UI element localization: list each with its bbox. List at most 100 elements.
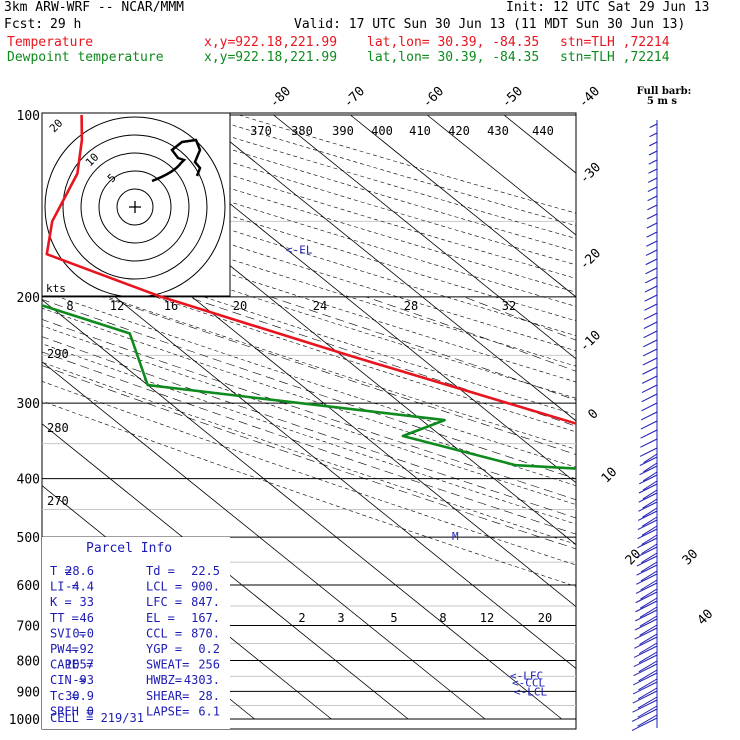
theta-label: 410 <box>409 124 431 138</box>
isotherm-line <box>658 115 740 719</box>
wind-barb <box>645 249 658 256</box>
wind-barb <box>649 123 658 129</box>
model-title: 3km ARW-WRF -- NCAR/MMM <box>4 0 185 15</box>
mixing-ratio-label: 8 <box>439 611 446 625</box>
isotherm-label: 10 <box>599 465 621 487</box>
moist-adiabat-line <box>42 299 576 480</box>
left-theta-label: 270 <box>47 494 69 508</box>
dewpoint-latlon: lat,lon= 30.39, -84.35 <box>367 50 540 65</box>
wind-barb <box>637 516 658 530</box>
wind-barb <box>637 507 658 521</box>
parcel-info-box <box>42 537 230 729</box>
temperature-xy: x,y=922.18,221.99 <box>204 35 338 50</box>
theta-label: 380 <box>291 124 313 138</box>
wind-barb <box>634 624 658 640</box>
isotherm-label: -10 <box>577 328 604 355</box>
hodograph-ring <box>116 188 154 226</box>
wind-barb <box>638 489 658 503</box>
wind-barb <box>641 384 658 393</box>
wind-barb <box>639 471 658 485</box>
forecast-hour: 29 h <box>50 17 82 32</box>
left-theta-label: 290 <box>47 347 69 361</box>
parcel-info-cell: TT = <box>50 611 79 625</box>
parcel-info-cell: 6.1 <box>198 704 220 718</box>
wind-barb <box>632 678 658 695</box>
theta-label: 400 <box>371 124 393 138</box>
parcel-info-cell: 28. <box>198 689 220 703</box>
theta-label: 390 <box>332 124 354 138</box>
wind-barb <box>646 213 658 220</box>
parcel-info-cell: CIN = <box>50 673 86 687</box>
wind-barb <box>643 330 658 339</box>
parcel-info-cell: Tc = <box>50 689 79 703</box>
upper-axis-label: 32 <box>502 299 516 313</box>
parcel-info-cell: LFC = <box>146 595 182 609</box>
wind-barb <box>640 429 658 439</box>
isotherm-label: -70 <box>341 84 368 111</box>
parcel-info-cell: 167. <box>191 611 220 625</box>
wind-barb <box>632 696 658 713</box>
isotherm-line <box>581 115 740 719</box>
isotherm-line <box>119 114 576 484</box>
wind-barb <box>640 438 658 448</box>
mixing-ratio-label: 3 <box>337 611 344 625</box>
mixing-ratio-label: 12 <box>480 611 494 625</box>
wind-barb <box>634 633 658 649</box>
wind-barb <box>633 660 658 677</box>
dry-adiabat-line <box>42 211 576 383</box>
upper-axis-label: 24 <box>313 299 327 313</box>
parcel-info-cell: -4.4 <box>65 580 94 594</box>
wind-barb <box>636 552 658 567</box>
wind-barb <box>633 669 658 686</box>
pressure-label: 200 <box>17 291 40 306</box>
parcel-info-cell: 847. <box>191 595 220 609</box>
parcel-info-cell: 900. <box>191 580 220 594</box>
wind-barb <box>639 447 658 457</box>
wind-barb <box>647 177 658 183</box>
hodograph-ring <box>44 116 226 296</box>
isotherm-label: -50 <box>499 84 526 111</box>
isotherm-line <box>196 114 576 422</box>
dry-adiabat-line <box>42 242 576 416</box>
isotherm-label: -80 <box>267 84 294 111</box>
level-marker-el: <-EL <box>286 244 313 257</box>
dewpoint-station: stn=TLH ,72214 <box>560 50 670 65</box>
wind-barb <box>635 588 658 604</box>
isotherm-line <box>42 299 563 720</box>
wind-barb <box>635 597 658 613</box>
wind-barb <box>647 186 658 192</box>
parcel-info-cell: YGP = <box>146 642 182 656</box>
parcel-info-cell: 46 <box>80 611 94 625</box>
parcel-info-cell: HWBZ= <box>146 673 182 687</box>
theta-label: 370 <box>250 124 272 138</box>
isotherm-line <box>426 114 576 236</box>
parcel-info-cell: 0.2 <box>198 642 220 656</box>
forecast-label: Fcst: <box>4 17 44 32</box>
wind-barb <box>636 561 658 576</box>
wind-barb <box>632 687 658 704</box>
dry-adiabat-line <box>42 325 576 505</box>
wind-barb <box>643 321 658 330</box>
moist-adiabat-line <box>42 351 576 535</box>
parcel-info-cell: SWEAT= <box>146 658 189 672</box>
wind-barb <box>645 258 658 266</box>
upper-axis-label: 8 <box>66 299 73 313</box>
parcel-info-cell: Td = <box>146 564 175 578</box>
hodograph-ring <box>98 170 172 244</box>
parcel-info-cell: 4303. <box>184 673 220 687</box>
wind-barb <box>633 642 658 658</box>
parcel-info-cell-motion: CELL = 219/31 <box>50 711 144 725</box>
pressure-label: 400 <box>17 473 40 488</box>
temperature-profile <box>45 114 576 425</box>
wind-barb <box>634 615 658 631</box>
wind-barb <box>638 498 658 512</box>
wind-barb <box>649 132 658 138</box>
parcel-info-cell: 1057 <box>65 658 94 672</box>
dry-adiabat-line <box>42 258 576 433</box>
pressure-label: 500 <box>17 531 40 546</box>
wind-barb <box>640 411 658 421</box>
wind-barb <box>644 276 658 284</box>
parcel-info-cell: 28.6 <box>65 564 94 578</box>
wind-barb <box>647 195 658 202</box>
wind-barb <box>639 453 658 467</box>
